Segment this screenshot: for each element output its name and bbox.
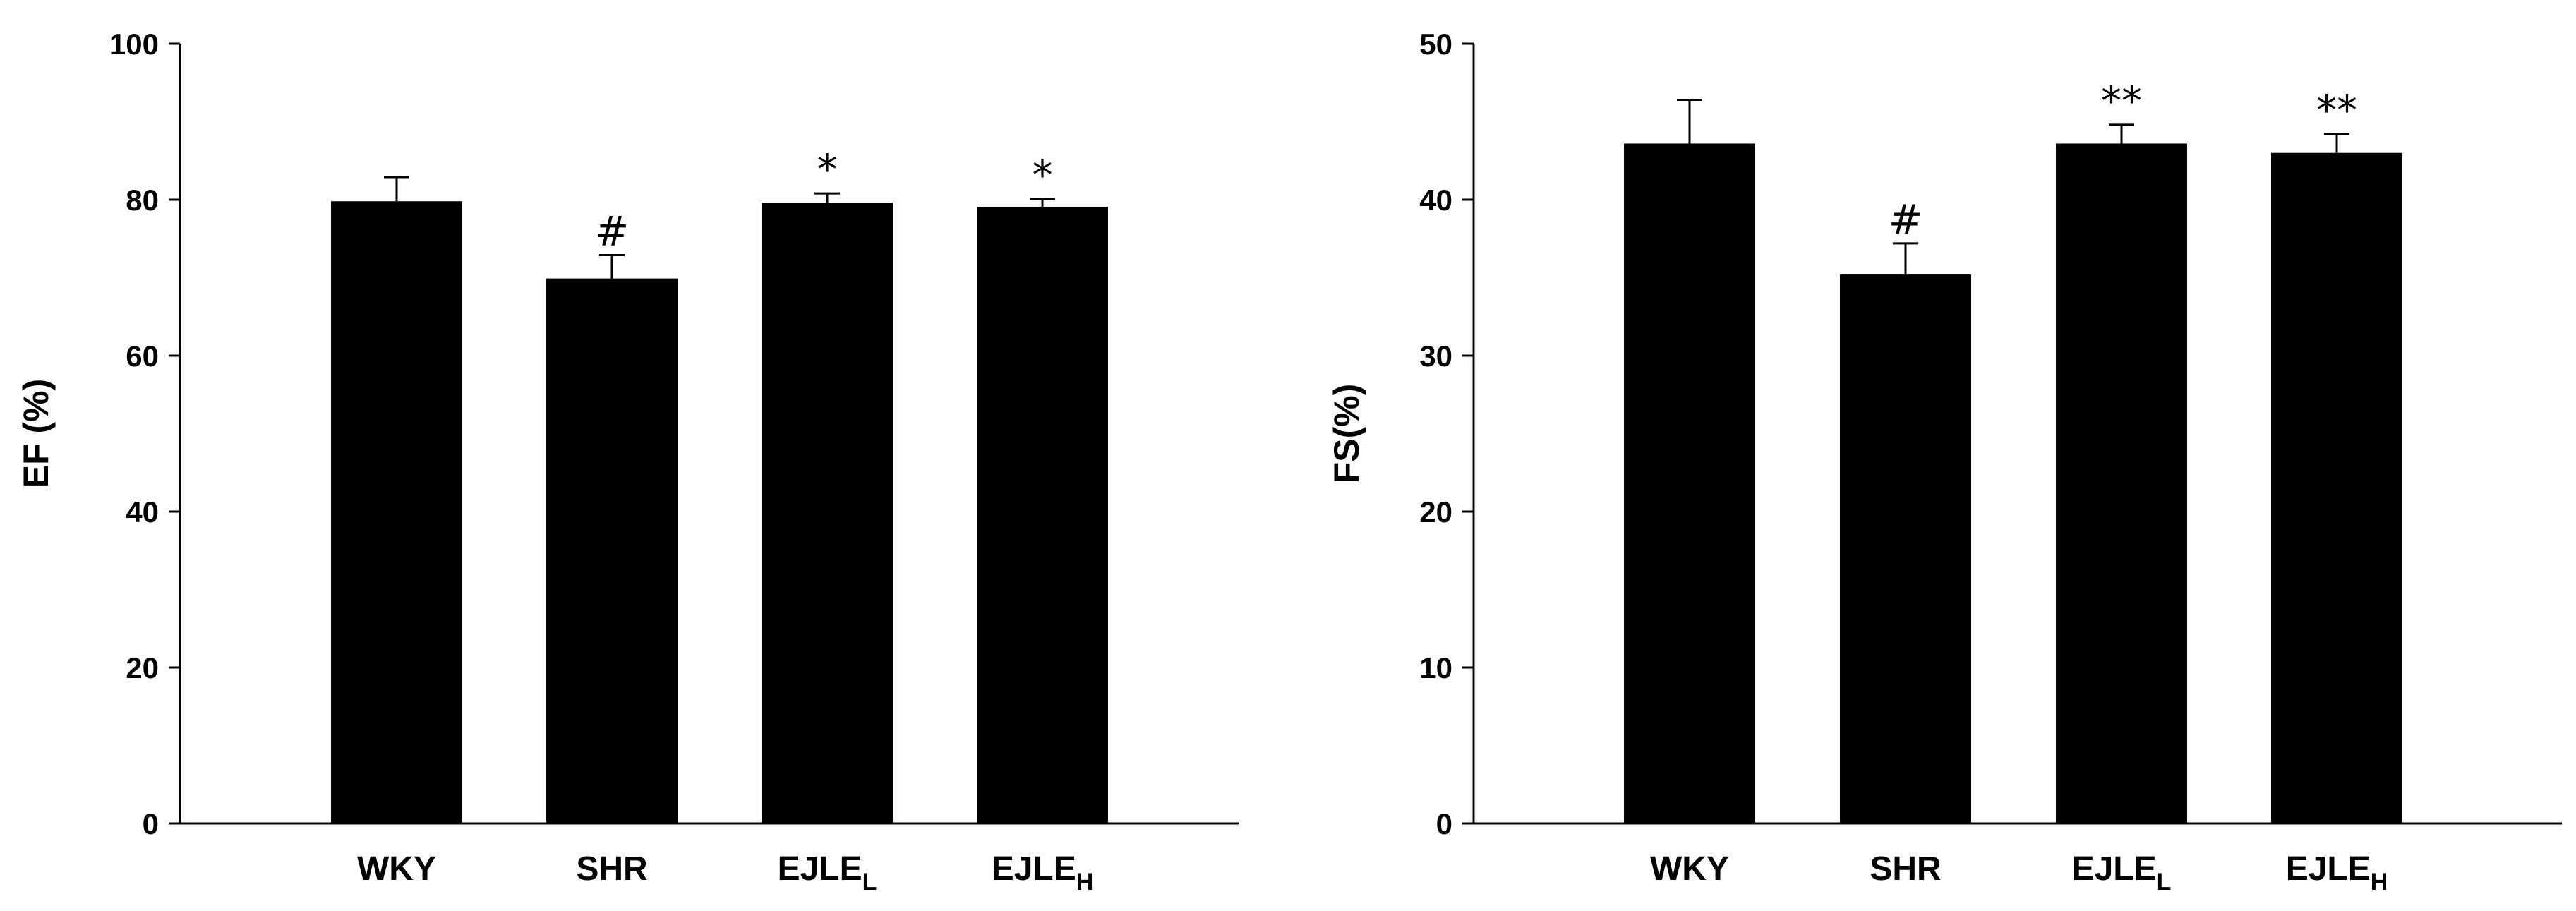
x-category-label: EJLEL [778,850,877,895]
category-subscript-text: H [2371,869,2388,895]
significance-marker: * [1033,151,1053,199]
y-tick-label: 80 [126,183,159,217]
significance-marker: ** [2316,86,2357,134]
category-main-text: WKY [1650,850,1729,888]
bar-wky [331,201,462,824]
category-main-text: EJLE [992,850,1076,888]
category-subscript-text: H [1076,869,1094,895]
y-tick-label: 30 [1419,339,1452,373]
bar-ejle-h [977,206,1108,823]
y-tick-label: 40 [1419,183,1452,217]
x-category-label: EJLEL [2072,850,2172,895]
x-category-label: WKY [1650,850,1729,888]
y-tick-label: 50 [1419,28,1452,61]
significance-marker: # [1889,195,1923,243]
bar-wky [1624,143,1755,823]
category-subscript-text: L [862,869,877,895]
y-axis-title: EF (%) [16,379,56,489]
category-main-text: SHR [1870,850,1941,888]
x-category-label: EJLEH [992,850,1094,895]
x-category-label: EJLEH [2286,850,2388,895]
y-tick-label: 40 [126,495,159,529]
x-category-label: WKY [357,850,436,888]
bar-ejle-l [762,203,893,823]
y-tick-label: 60 [126,339,159,373]
bar-shr [546,278,678,824]
category-main-text: WKY [357,850,436,888]
y-axis-title: FS(%) [1327,384,1366,484]
y-tick-label: 20 [126,651,159,684]
category-main-text: EJLE [2072,850,2157,888]
bar-ejle-l [2056,143,2187,823]
significance-marker: * [817,145,838,193]
significance-marker: ** [2101,77,2142,125]
category-main-text: SHR [576,850,647,888]
significance-marker: # [595,207,630,255]
x-category-label: SHR [1870,850,1941,888]
y-tick-label: 0 [143,807,159,840]
y-tick-label: 100 [109,28,159,61]
bar-shr [1840,274,1971,824]
x-category-label: SHR [576,850,647,888]
category-main-text: EJLE [778,850,862,888]
category-main-text: EJLE [2286,850,2371,888]
y-tick-label: 20 [1419,495,1452,529]
category-subscript-text: L [2157,869,2172,895]
y-tick-label: 10 [1419,651,1452,684]
y-tick-label: 0 [1436,807,1452,840]
bar-ejle-h [2271,152,2402,823]
